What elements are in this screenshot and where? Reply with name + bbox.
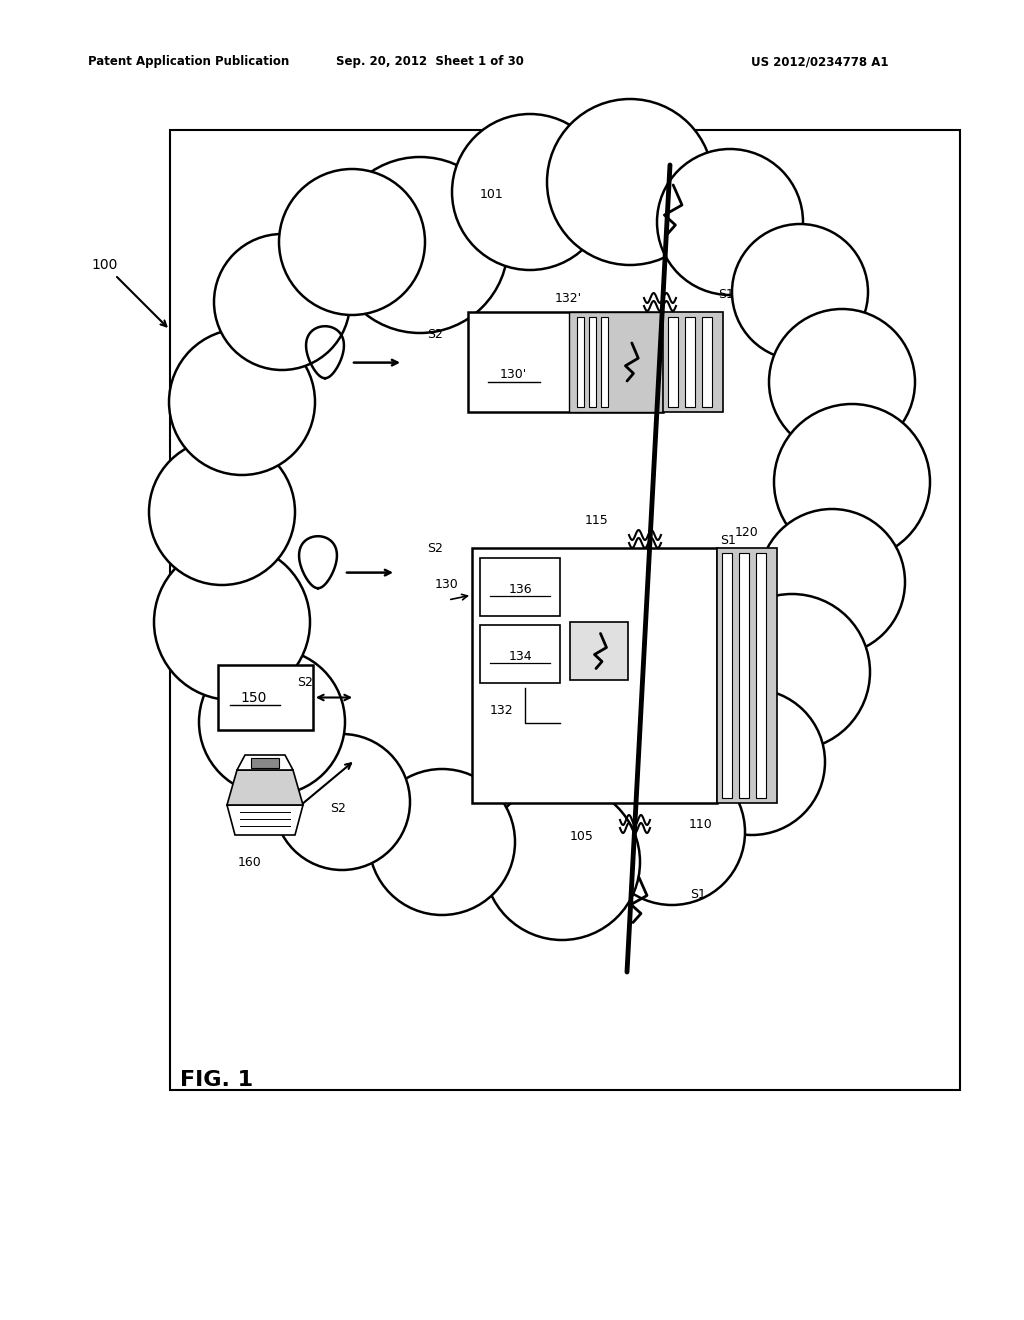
Text: S2: S2: [330, 801, 346, 814]
Text: 160: 160: [239, 855, 262, 869]
Text: 100: 100: [92, 257, 118, 272]
Circle shape: [154, 544, 310, 700]
Polygon shape: [227, 805, 303, 836]
Text: 101: 101: [480, 189, 504, 202]
Circle shape: [169, 329, 315, 475]
Circle shape: [769, 309, 915, 455]
Circle shape: [484, 784, 640, 940]
Text: FIG. 1: FIG. 1: [180, 1071, 253, 1090]
Text: 132': 132': [555, 292, 582, 305]
Text: 136: 136: [508, 583, 531, 597]
Bar: [685, 317, 695, 407]
Text: S2: S2: [297, 676, 313, 689]
Text: 150: 150: [241, 690, 267, 705]
Text: 120: 120: [735, 527, 759, 540]
Circle shape: [199, 649, 345, 795]
Bar: [590, 317, 596, 407]
Bar: [756, 553, 766, 799]
Circle shape: [279, 169, 425, 315]
Bar: [722, 553, 732, 799]
Circle shape: [420, 249, 820, 649]
Bar: [170, 129, 961, 1090]
Text: Patent Application Publication: Patent Application Publication: [88, 55, 289, 69]
Bar: [480, 558, 560, 616]
Circle shape: [732, 224, 868, 360]
Text: S1: S1: [718, 289, 734, 301]
Circle shape: [240, 240, 800, 800]
Circle shape: [369, 770, 515, 915]
Polygon shape: [227, 770, 303, 805]
Text: 134: 134: [508, 651, 531, 664]
Bar: [578, 317, 585, 407]
Bar: [663, 312, 723, 412]
Bar: [702, 317, 712, 407]
Circle shape: [657, 149, 803, 294]
Circle shape: [332, 157, 508, 333]
Text: 110: 110: [688, 818, 712, 832]
Text: 115: 115: [585, 513, 608, 527]
Text: 132: 132: [490, 705, 514, 718]
Circle shape: [200, 380, 600, 780]
Bar: [717, 548, 777, 803]
Circle shape: [380, 520, 740, 880]
Circle shape: [599, 759, 745, 906]
Text: US 2012/0234778 A1: US 2012/0234778 A1: [752, 55, 889, 69]
Circle shape: [500, 380, 900, 780]
Text: S2: S2: [427, 329, 443, 342]
Bar: [570, 622, 628, 680]
Circle shape: [679, 689, 825, 836]
Text: 105: 105: [570, 829, 594, 842]
Text: S1: S1: [720, 533, 736, 546]
Bar: [668, 317, 678, 407]
Bar: [468, 312, 663, 412]
Text: 130: 130: [434, 578, 458, 591]
Text: S1: S1: [690, 888, 706, 902]
Bar: [472, 548, 717, 803]
Circle shape: [452, 114, 608, 271]
Text: S2: S2: [427, 541, 443, 554]
Circle shape: [759, 510, 905, 655]
Circle shape: [774, 404, 930, 560]
Bar: [601, 317, 608, 407]
Bar: [218, 665, 313, 730]
Circle shape: [547, 99, 713, 265]
Bar: [251, 758, 279, 768]
Circle shape: [714, 594, 870, 750]
Circle shape: [150, 440, 295, 585]
Bar: [739, 553, 749, 799]
Circle shape: [214, 234, 350, 370]
Bar: [480, 624, 560, 682]
Circle shape: [274, 734, 410, 870]
Bar: [569, 312, 663, 412]
Polygon shape: [237, 755, 293, 770]
Text: Sep. 20, 2012  Sheet 1 of 30: Sep. 20, 2012 Sheet 1 of 30: [336, 55, 524, 69]
Text: 130': 130': [500, 367, 526, 380]
